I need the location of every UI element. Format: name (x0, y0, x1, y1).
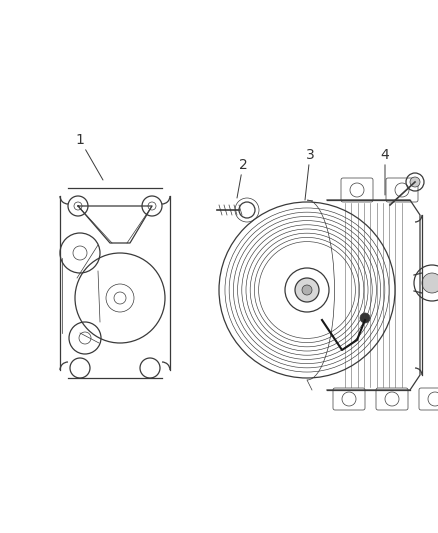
Text: 3: 3 (305, 148, 314, 200)
Circle shape (422, 273, 438, 293)
Circle shape (410, 177, 420, 187)
Circle shape (360, 313, 370, 323)
Text: 1: 1 (76, 133, 103, 180)
Circle shape (295, 278, 319, 302)
Text: 4: 4 (381, 148, 389, 195)
Text: 2: 2 (237, 158, 247, 198)
Circle shape (302, 285, 312, 295)
